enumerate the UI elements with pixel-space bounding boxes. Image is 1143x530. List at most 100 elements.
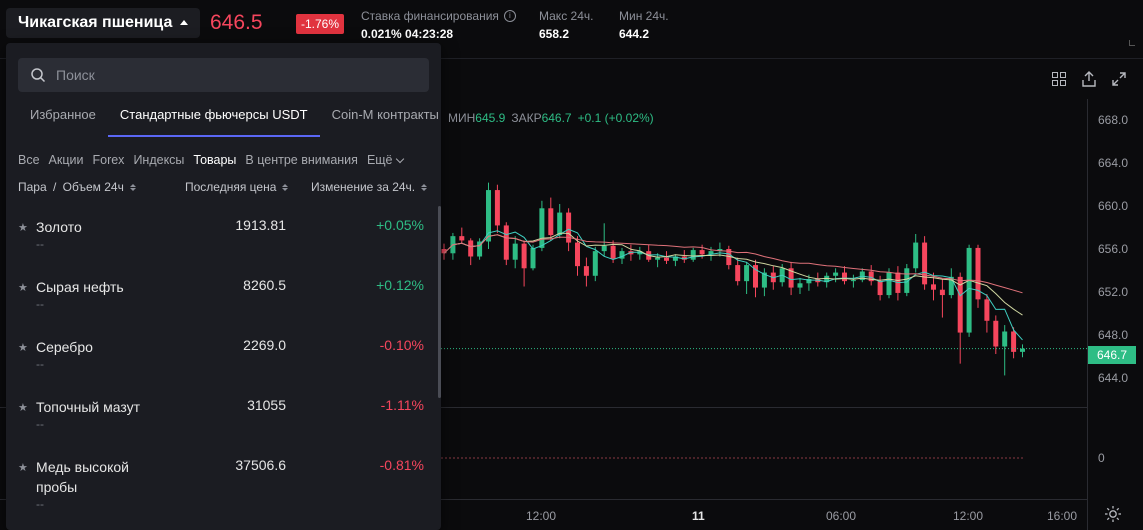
info-icon[interactable]: i (503, 10, 516, 22)
candle-body (503, 225, 509, 260)
category-spotlight[interactable]: В центре внимания (245, 153, 358, 167)
search-box[interactable] (18, 58, 429, 92)
instrument-volume: -- (36, 357, 44, 371)
current-price-tag: 646.7 (1088, 346, 1136, 364)
category-commodities[interactable]: Товары (193, 153, 237, 167)
grid-layout-icon[interactable] (1051, 71, 1067, 87)
candle-body (931, 284, 936, 290)
chevron-down-icon (395, 154, 404, 164)
candle-body (681, 256, 687, 260)
list-item[interactable]: ★ Сырая нефть -- 8260.5 +0.12% (6, 263, 441, 323)
price-axis[interactable]: 668.0 664.0 660.0 656.0 652.0 648.0 644.0 0 (1087, 99, 1143, 530)
candle-body (477, 241, 483, 257)
instrument-change: -1.11% (380, 397, 424, 413)
share-icon[interactable] (1081, 71, 1097, 87)
star-icon[interactable]: ★ (18, 342, 28, 354)
candle-body (486, 190, 491, 242)
ohlc-low-value: 645.9 (475, 111, 506, 125)
instrument-name: Серебро (36, 339, 93, 355)
change-badge: -1.76% (296, 14, 345, 34)
column-change-label: Изменение за 24ч. (311, 180, 416, 194)
instrument-name: Сырая нефть (36, 279, 124, 295)
candle-body (610, 245, 616, 259)
list-item[interactable]: ★ Топочный мазут -- 31055 -1.11% (6, 383, 441, 443)
low-24h-label: Мин 24ч. (619, 9, 669, 23)
column-change[interactable]: Изменение за 24ч. (311, 180, 428, 194)
candle-body (975, 247, 981, 300)
candle-body (708, 251, 714, 255)
candle-body (824, 275, 830, 283)
candle-body (877, 281, 883, 296)
high-24h-stat: Макс 24ч. 658.2 (539, 9, 593, 41)
chart-toolbar (1051, 59, 1143, 99)
list-item[interactable]: ★ Золото -- 1913.81 +0.05% (6, 203, 441, 263)
ohlc-close-value: 646.7 (541, 111, 572, 125)
candle-body (699, 250, 705, 255)
list-item[interactable]: ★ Медь высокой пробы -- 37506.6 -0.81% (6, 443, 441, 523)
fullscreen-icon[interactable] (1111, 71, 1127, 87)
star-icon[interactable]: ★ (18, 222, 28, 234)
instrument-name: Золото (36, 219, 82, 235)
sort-icon (421, 183, 428, 191)
candle-body (672, 256, 678, 261)
candle-body (726, 249, 732, 266)
caret-up-icon (180, 20, 189, 25)
instrument-price: 1913.81 (235, 217, 286, 233)
volume-pane-divider (0, 407, 1087, 408)
funding-rate-label: Ставка финансирования (361, 9, 499, 23)
candlestick-chart[interactable] (0, 59, 1087, 499)
candle-body (948, 276, 954, 296)
candle-body (922, 242, 928, 285)
candle-body (548, 208, 554, 236)
candle-body (441, 249, 447, 254)
funding-rate-stat: Ставка финансирования i 0.021% 04:23:28 (361, 9, 516, 41)
tab-favorites[interactable]: Избранное (30, 107, 96, 122)
ma-long-line (443, 234, 1023, 294)
list-item[interactable]: ★ Серебро -- 2269.0 -0.10% (6, 323, 441, 383)
search-input[interactable] (56, 67, 416, 83)
corner-resize-icon[interactable] (1129, 40, 1135, 46)
column-pair-volume[interactable]: Пара / Объем 24ч (18, 180, 136, 194)
sort-icon (282, 183, 289, 191)
symbol-selector-button[interactable]: Чикагская пшеница (6, 8, 201, 38)
candle-body (1002, 331, 1008, 347)
chart-settings-icon[interactable] (1104, 505, 1122, 523)
candle-body (664, 257, 669, 261)
scrollbar[interactable] (438, 206, 441, 398)
time-axis[interactable]: 12:00 11 06:00 12:00 16:00 (0, 499, 1087, 530)
candle-body (833, 272, 839, 276)
ohlc-legend: МИН 645.9 ЗАКР 646.7 +0.1 (+0.02%) (448, 111, 654, 125)
candle-body (566, 212, 572, 243)
candle-body (797, 283, 803, 288)
candle-body (904, 268, 910, 293)
tab-usdt-futures[interactable]: Стандартные фьючерсы USDT (107, 101, 320, 137)
category-more[interactable]: Ещё (367, 153, 404, 167)
candle-body (868, 271, 874, 282)
candle-body (637, 251, 643, 255)
candle-body (494, 190, 500, 226)
candle-body (761, 272, 767, 288)
category-stocks[interactable]: Акции (48, 153, 84, 167)
instrument-name: Медь высокой пробы (36, 459, 129, 495)
ticker-bar: Чикагская пшеница 646.5 -1.76% Ставка фи… (0, 0, 1143, 48)
category-forex[interactable]: Forex (92, 153, 125, 167)
column-pair: Пара (18, 180, 47, 194)
category-all[interactable]: Все (18, 153, 40, 167)
candle-body (1020, 348, 1025, 352)
star-icon[interactable]: ★ (18, 282, 28, 294)
price-tick: 660.0 (1098, 199, 1129, 214)
candle-body (788, 268, 794, 288)
candle-body (842, 272, 847, 282)
candle-body (913, 242, 919, 269)
tab-coin-m[interactable]: Coin-M контракты (331, 107, 439, 122)
candle-body (655, 257, 661, 260)
low-24h-value: 644.2 (619, 27, 650, 41)
category-indices[interactable]: Индексы (133, 153, 185, 167)
instrument-change: +0.12% (376, 277, 424, 293)
star-icon[interactable]: ★ (18, 402, 28, 414)
star-icon[interactable]: ★ (18, 462, 28, 474)
candle-body (575, 242, 580, 267)
price-tick: 652.0 (1098, 284, 1129, 299)
candle-body (744, 265, 750, 282)
column-last-price[interactable]: Последняя цена (185, 180, 289, 194)
